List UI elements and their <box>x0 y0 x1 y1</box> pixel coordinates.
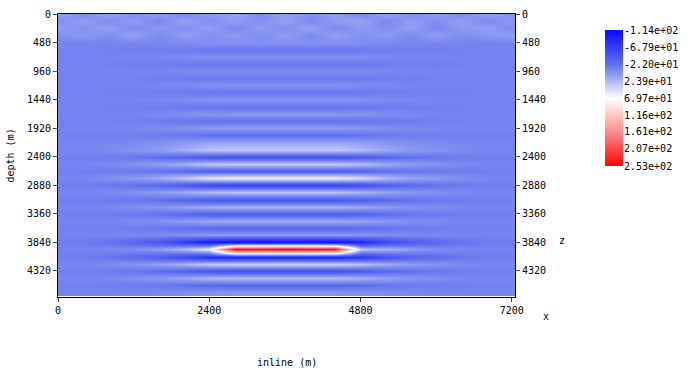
svg-text:480: 480 <box>522 37 540 48</box>
svg-text:-2.20e+01: -2.20e+01 <box>624 59 678 70</box>
svg-text:2.07e+02: 2.07e+02 <box>624 143 672 154</box>
svg-text:2400: 2400 <box>27 151 51 162</box>
svg-text:2400: 2400 <box>522 151 546 162</box>
svg-text:inline (m): inline (m) <box>257 357 317 368</box>
svg-text:3360: 3360 <box>27 208 51 219</box>
svg-text:1.61e+02: 1.61e+02 <box>624 126 672 137</box>
svg-text:1440: 1440 <box>27 94 51 105</box>
svg-text:6.97e+01: 6.97e+01 <box>624 93 672 104</box>
svg-text:x: x <box>543 311 549 322</box>
svg-text:4320: 4320 <box>522 265 546 276</box>
svg-text:3840: 3840 <box>522 237 546 248</box>
svg-text:1.16e+02: 1.16e+02 <box>624 110 672 121</box>
svg-text:3360: 3360 <box>522 208 546 219</box>
svg-text:3840: 3840 <box>27 237 51 248</box>
svg-text:4320: 4320 <box>27 265 51 276</box>
svg-text:480: 480 <box>33 37 51 48</box>
svg-text:960: 960 <box>33 66 51 77</box>
svg-text:0: 0 <box>55 305 61 316</box>
svg-text:960: 960 <box>522 66 540 77</box>
svg-text:0: 0 <box>522 9 528 20</box>
svg-text:7200: 7200 <box>500 305 524 316</box>
svg-text:z: z <box>559 235 565 246</box>
svg-text:2400: 2400 <box>197 305 221 316</box>
svg-text:2.53e+02: 2.53e+02 <box>624 161 672 172</box>
svg-text:depth (m): depth (m) <box>5 128 16 182</box>
svg-text:1920: 1920 <box>522 123 546 134</box>
svg-text:4800: 4800 <box>349 305 373 316</box>
svg-text:-1.14e+02: -1.14e+02 <box>624 25 678 36</box>
svg-text:2880: 2880 <box>27 180 51 191</box>
svg-text:1920: 1920 <box>27 123 51 134</box>
svg-text:0: 0 <box>45 9 51 20</box>
svg-text:2.39e+01: 2.39e+01 <box>624 76 672 87</box>
svg-text:1440: 1440 <box>522 94 546 105</box>
svg-text:-6.79e+01: -6.79e+01 <box>624 42 678 53</box>
svg-text:2880: 2880 <box>522 180 546 191</box>
